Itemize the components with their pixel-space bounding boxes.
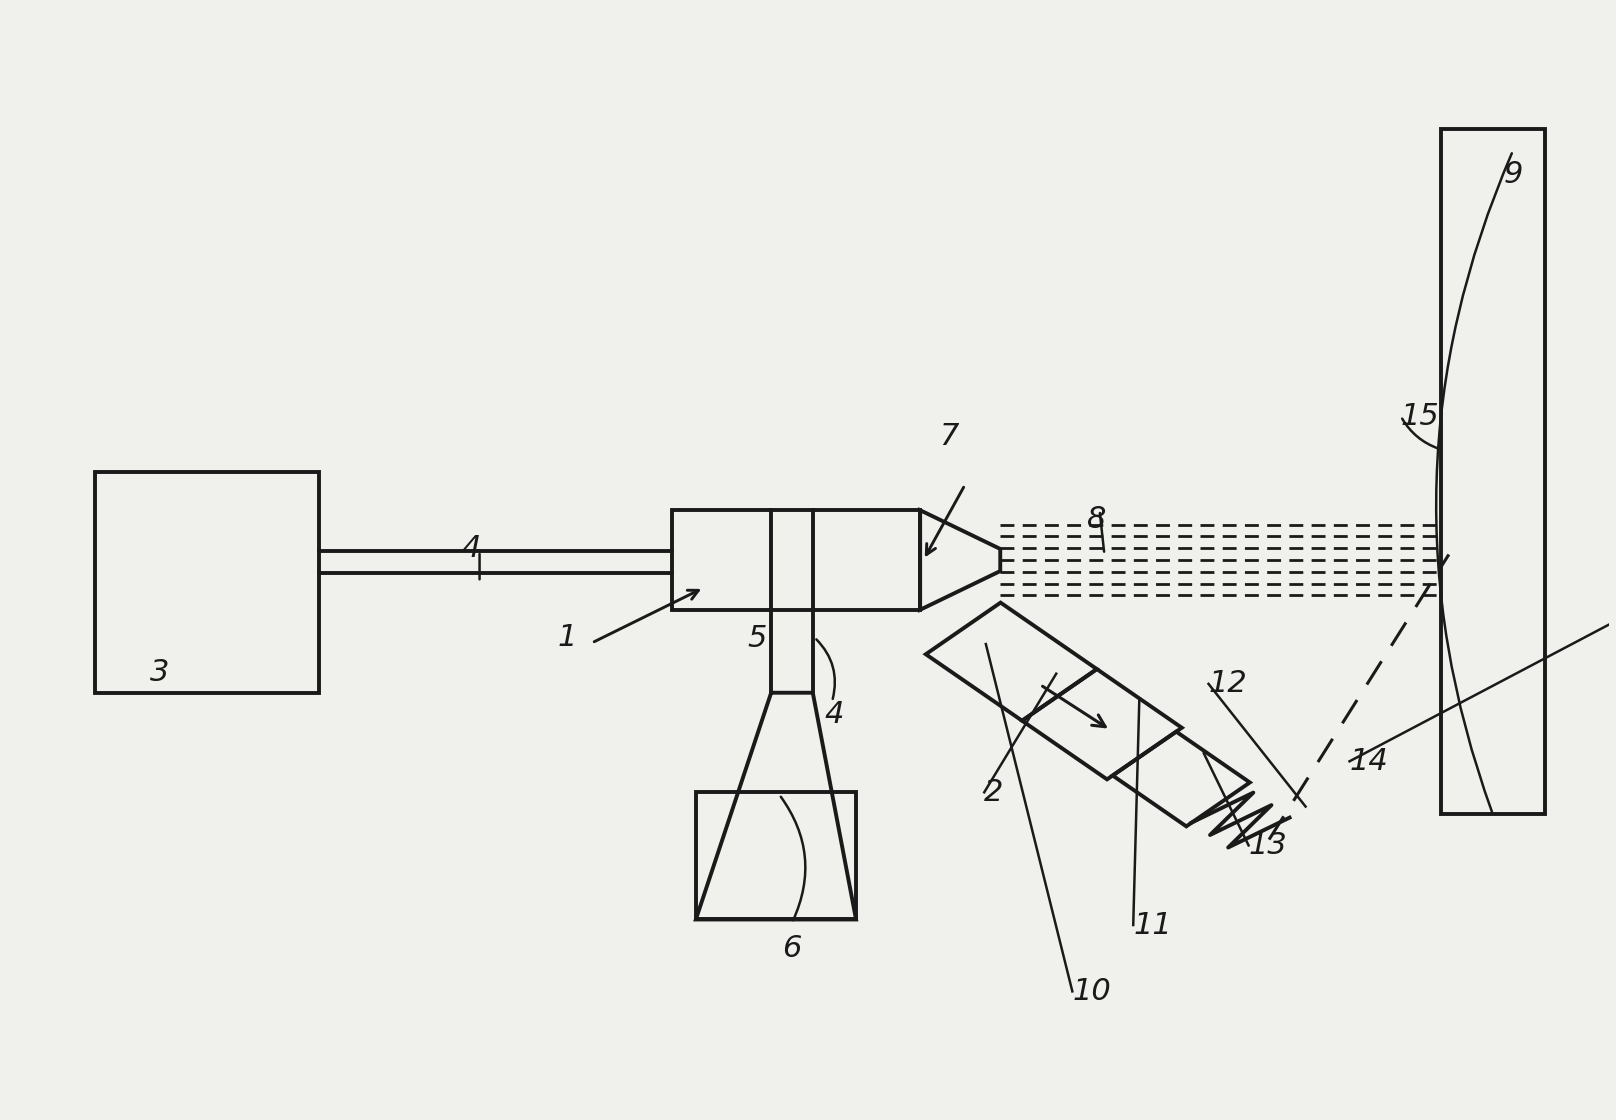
- Text: 1: 1: [558, 623, 577, 652]
- Text: 7: 7: [939, 421, 958, 450]
- Text: 11: 11: [1133, 911, 1172, 940]
- Bar: [696, 792, 856, 920]
- Text: 13: 13: [1249, 831, 1288, 860]
- Bar: [1441, 129, 1545, 814]
- Text: 6: 6: [782, 934, 802, 963]
- Text: 10: 10: [1073, 977, 1112, 1006]
- Text: 15: 15: [1401, 402, 1440, 431]
- Text: 4: 4: [824, 700, 844, 729]
- Text: 9: 9: [1503, 159, 1522, 188]
- Text: 3: 3: [149, 659, 168, 688]
- Text: 12: 12: [1209, 670, 1248, 699]
- Text: 8: 8: [1086, 505, 1105, 534]
- Text: 5: 5: [747, 624, 766, 653]
- Text: 14: 14: [1349, 747, 1388, 776]
- Text: 4: 4: [462, 534, 482, 563]
- Bar: [95, 472, 320, 693]
- Bar: [672, 511, 920, 609]
- Text: 2: 2: [984, 777, 1004, 806]
